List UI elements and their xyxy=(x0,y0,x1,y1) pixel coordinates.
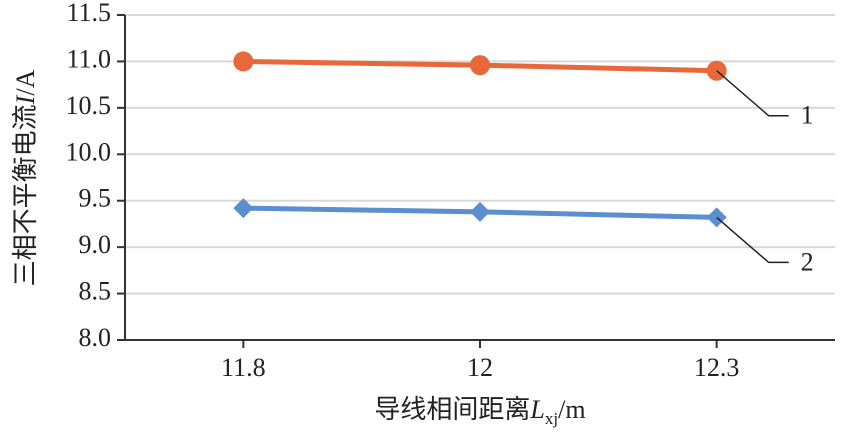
y-tick-label: 11.0 xyxy=(66,44,111,73)
x-tick-label: 12.3 xyxy=(694,353,740,382)
marker xyxy=(470,55,490,76)
y-tick-label: 9.5 xyxy=(79,184,112,213)
y-tick-label: 11.5 xyxy=(66,0,111,27)
y-label-unit: /A xyxy=(11,69,40,95)
marker xyxy=(233,198,254,219)
y-tick-label: 10.5 xyxy=(66,91,112,120)
y-tick-label: 8.5 xyxy=(79,277,112,306)
leader-line xyxy=(716,70,789,117)
y-tick-label: 8.0 xyxy=(79,323,112,352)
x-tick-label: 11.8 xyxy=(221,353,266,382)
x-label-symbol: L xyxy=(529,395,544,424)
series-label: 2 xyxy=(801,247,814,276)
y-tick-label: 9.0 xyxy=(79,230,112,259)
y-label-symbol: I xyxy=(11,94,40,105)
x-tick-label: 12 xyxy=(467,353,493,382)
x-label-unit: /m xyxy=(558,395,585,424)
y-tick-label: 10.0 xyxy=(66,137,112,166)
x-label-text: 导线相间距离 xyxy=(374,395,530,424)
y-axis-label: 三相不平衡电流I/A xyxy=(11,69,40,286)
marker xyxy=(233,51,254,72)
series-label: 1 xyxy=(801,101,814,130)
y-label-text: 三相不平衡电流 xyxy=(11,104,40,286)
x-axis-label: 导线相间距离Lxj/m xyxy=(374,395,585,428)
leader-line xyxy=(716,216,789,264)
marker xyxy=(470,201,490,222)
x-label-subscript: xj xyxy=(545,409,558,428)
